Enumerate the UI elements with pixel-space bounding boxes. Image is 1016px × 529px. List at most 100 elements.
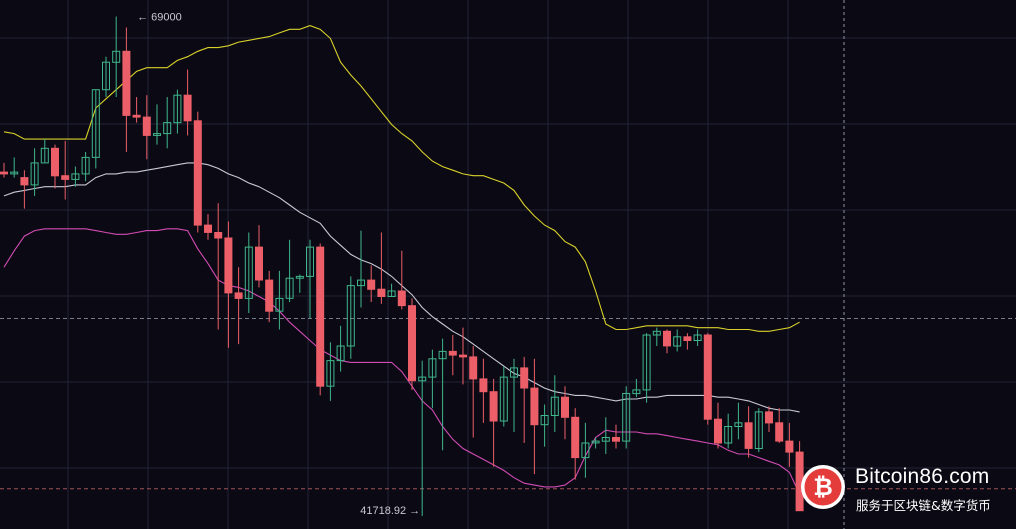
candle-down: [132, 97, 141, 123]
candle-body: [244, 246, 253, 299]
high-price-label: ← 69000: [137, 11, 182, 23]
candle-body: [326, 360, 335, 387]
candle-down: [612, 424, 620, 449]
annotations: ← 69000 41718.92 →: [137, 11, 420, 516]
candle-body: [306, 246, 314, 277]
candle-down: [469, 345, 478, 438]
candle-down: [255, 225, 263, 288]
candle-body: [571, 416, 580, 459]
candle-down: [224, 221, 233, 348]
candle-up: [510, 358, 518, 432]
bitcoin-symbol: ₿: [813, 473, 833, 501]
candle-body: [765, 411, 773, 424]
candle-down: [234, 267, 243, 345]
candle-up: [71, 166, 80, 187]
candle-up: [40, 139, 49, 164]
candle-body: [163, 122, 172, 135]
candle-body: [346, 285, 355, 347]
candle-down: [20, 170, 29, 209]
candle-body: [132, 114, 141, 118]
candle-up: [285, 239, 294, 303]
candle-up: [10, 157, 19, 178]
candle-body: [193, 120, 202, 226]
candle-body: [469, 356, 478, 380]
candle-up: [673, 329, 682, 352]
candle-body: [30, 162, 39, 186]
candle-down: [703, 333, 712, 425]
candle-body: [61, 175, 70, 180]
lower-band-line: [3, 228, 801, 495]
candle-up: [550, 375, 559, 432]
candle-up: [591, 437, 600, 449]
candle-down: [316, 243, 325, 396]
candle-up: [418, 360, 427, 516]
candle-down: [214, 203, 223, 330]
candle-body: [204, 224, 212, 233]
candle-body: [663, 330, 671, 347]
candle-body: [489, 391, 498, 422]
candle-body: [734, 422, 743, 427]
candle-body: [479, 378, 488, 393]
candle-down: [765, 406, 773, 432]
candle-down: [459, 327, 467, 385]
candle-body: [408, 305, 416, 382]
candle-down: [489, 378, 498, 467]
candle-body: [255, 246, 263, 281]
candle-body: [652, 330, 661, 336]
candle-body: [581, 442, 590, 459]
candle-down: [377, 232, 386, 304]
candle-up: [540, 404, 549, 447]
candle-up: [275, 270, 284, 330]
candle-down: [265, 270, 274, 323]
candle-body: [744, 422, 753, 449]
bitcoin-logo-icon: ₿: [801, 465, 845, 509]
candles: [0, 16, 804, 516]
candle-up: [642, 333, 651, 403]
candle-body: [601, 437, 610, 442]
candle-body: [397, 290, 406, 307]
candle-body: [724, 426, 733, 444]
candle-down: [142, 95, 151, 160]
candle-body: [183, 94, 192, 122]
candle-up: [622, 386, 631, 449]
candle-down: [0, 162, 8, 178]
candle-up: [724, 413, 733, 449]
candle-body: [265, 279, 274, 312]
candle-body: [142, 116, 151, 136]
candle-body: [224, 237, 233, 294]
candle-up: [91, 89, 100, 169]
candle-body: [459, 354, 467, 358]
candle-down: [61, 140, 70, 200]
candle-down: [204, 214, 212, 240]
candle-body: [81, 156, 90, 175]
candle-body: [754, 411, 763, 449]
candle-up: [632, 378, 641, 398]
candle-down: [561, 386, 569, 440]
candle-body: [122, 50, 131, 116]
candle-down: [51, 144, 59, 189]
candle-body: [91, 89, 100, 158]
candle-down: [571, 408, 580, 480]
candle-body: [0, 171, 8, 175]
candle-body: [316, 246, 325, 387]
candle-up: [581, 422, 590, 478]
candle-body: [591, 440, 600, 444]
candle-body: [112, 50, 121, 63]
candle-up: [601, 417, 610, 454]
candle-up: [244, 232, 253, 314]
candle-body: [285, 277, 294, 299]
candle-body: [683, 336, 692, 341]
candle-body: [214, 232, 223, 239]
candle-body: [234, 292, 243, 299]
candle-up: [346, 276, 355, 359]
candle-body: [622, 393, 631, 442]
candle-down: [775, 408, 784, 443]
candle-up: [652, 327, 661, 346]
candle-up: [102, 56, 110, 98]
candle-down: [193, 111, 202, 233]
candle-body: [336, 345, 345, 362]
candle-up: [499, 366, 508, 427]
low-price-label: 41718.92 →: [360, 505, 420, 517]
upper-band-line: [3, 25, 800, 332]
